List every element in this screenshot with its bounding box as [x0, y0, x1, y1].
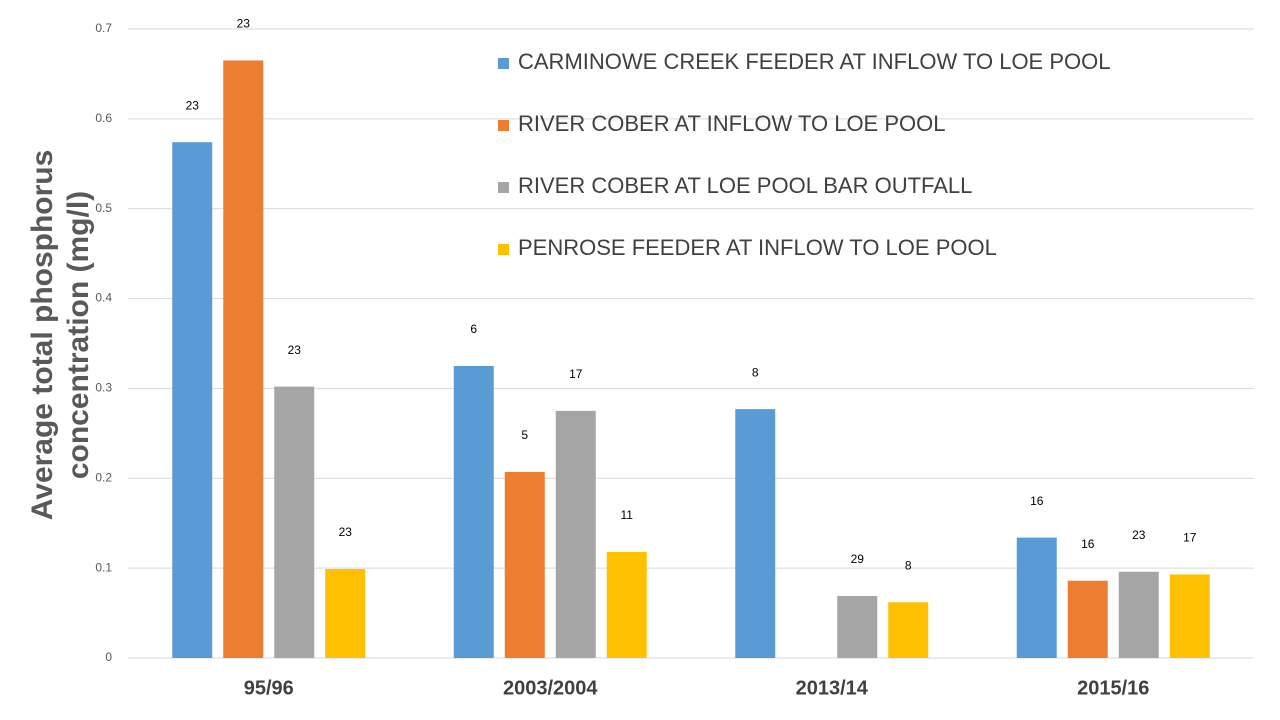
sample-count-label: 17	[569, 367, 583, 381]
bar	[888, 602, 929, 658]
y-tick-label: 0.2	[95, 470, 112, 484]
legend-label: CARMINOWE CREEK FEEDER AT INFLOW TO LOE …	[518, 49, 1110, 74]
x-tick-label: 2015/16	[1077, 677, 1149, 699]
bar	[274, 386, 315, 658]
bar	[223, 60, 264, 658]
bar	[1067, 580, 1108, 658]
legend-label: PENROSE FEEDER AT INFLOW TO LOE POOL	[518, 235, 997, 260]
bar	[735, 409, 776, 658]
sample-count-label: 23	[186, 98, 200, 112]
bar	[172, 142, 213, 659]
bar	[325, 569, 366, 658]
sample-count-label: 23	[288, 343, 302, 357]
sample-count-label: 8	[905, 558, 912, 572]
x-tick-label: 2013/14	[796, 677, 869, 699]
sample-count-label: 29	[851, 552, 865, 566]
bar	[606, 551, 647, 658]
bar	[1118, 571, 1159, 658]
legend-swatch	[498, 58, 509, 69]
sample-count-label: 23	[339, 525, 353, 539]
sample-count-label: 23	[237, 17, 251, 31]
y-tick-label: 0.7	[95, 21, 112, 35]
legend-swatch	[498, 120, 509, 131]
y-tick-label: 0.3	[95, 381, 112, 395]
y-tick-label: 0.5	[95, 201, 112, 215]
bar	[504, 471, 545, 658]
sample-count-label: 11	[621, 508, 634, 522]
bar	[555, 410, 596, 658]
bar	[453, 365, 494, 658]
legend-swatch	[498, 244, 509, 255]
sample-count-label: 16	[1081, 537, 1095, 551]
sample-count-label: 17	[1183, 531, 1197, 545]
y-tick-label: 0.1	[95, 560, 112, 574]
sample-count-label: 23	[1132, 528, 1146, 542]
bar	[837, 595, 878, 658]
legend-label: RIVER COBER AT LOE POOL BAR OUTFALL	[518, 173, 972, 198]
sample-count-label: 16	[1030, 494, 1044, 508]
y-axis-title: Average total phosphorus concentration (…	[26, 150, 95, 521]
bar	[1169, 574, 1210, 658]
legend-label: RIVER COBER AT INFLOW TO LOE POOL	[518, 111, 945, 136]
y-tick-label: 0	[105, 650, 112, 664]
x-tick-label: 2003/2004	[503, 677, 598, 699]
y-axis-title-line: Average total phosphorus	[26, 150, 59, 521]
sample-count-label: 6	[470, 322, 477, 336]
y-tick-label: 0.6	[95, 111, 112, 125]
bar	[1016, 537, 1057, 658]
sample-count-label: 8	[752, 365, 759, 379]
y-tick-label: 0.4	[95, 291, 112, 305]
y-axis-title-line: concentration (mg/l)	[62, 191, 95, 479]
x-tick-label: 95/96	[244, 677, 294, 699]
sample-count-label: 5	[521, 428, 528, 442]
legend-swatch	[498, 182, 509, 193]
